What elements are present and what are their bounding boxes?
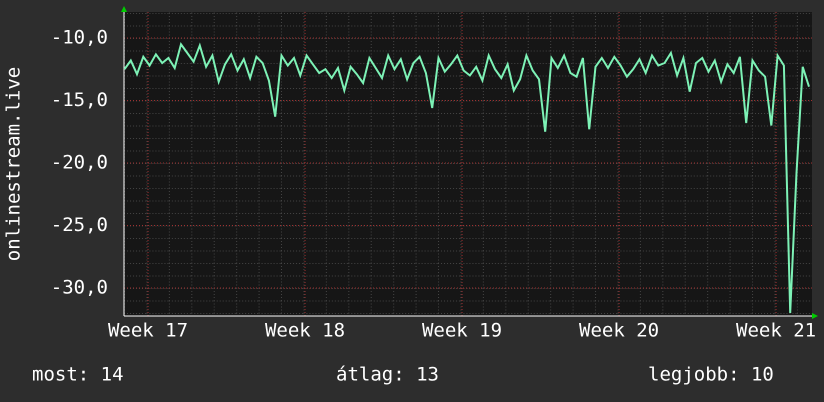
minor-grid: [124, 12, 812, 316]
y-axis-label: onlinestream.live: [3, 67, 25, 261]
x-tick-label: Week 21: [736, 320, 816, 342]
y-tick-label: -30,0: [51, 277, 108, 299]
footer-average: átlag: 13: [336, 364, 439, 386]
footer-current: most: 14: [32, 364, 124, 386]
y-tick-label: -20,0: [51, 152, 108, 174]
y-axis-arrow: [121, 6, 127, 12]
x-tick-label: Week 18: [265, 320, 345, 342]
x-tick-label: Week 19: [422, 320, 502, 342]
y-tick-label: -15,0: [51, 89, 108, 111]
y-tick-label: -10,0: [51, 27, 108, 49]
y-tick-label: -25,0: [51, 214, 108, 236]
footer-max: legjobb: 10: [648, 364, 774, 386]
x-axis-arrow: [812, 313, 818, 319]
x-tick-label: Week 20: [579, 320, 659, 342]
x-tick-label: Week 17: [108, 320, 188, 342]
data-line: [123, 42, 810, 314]
